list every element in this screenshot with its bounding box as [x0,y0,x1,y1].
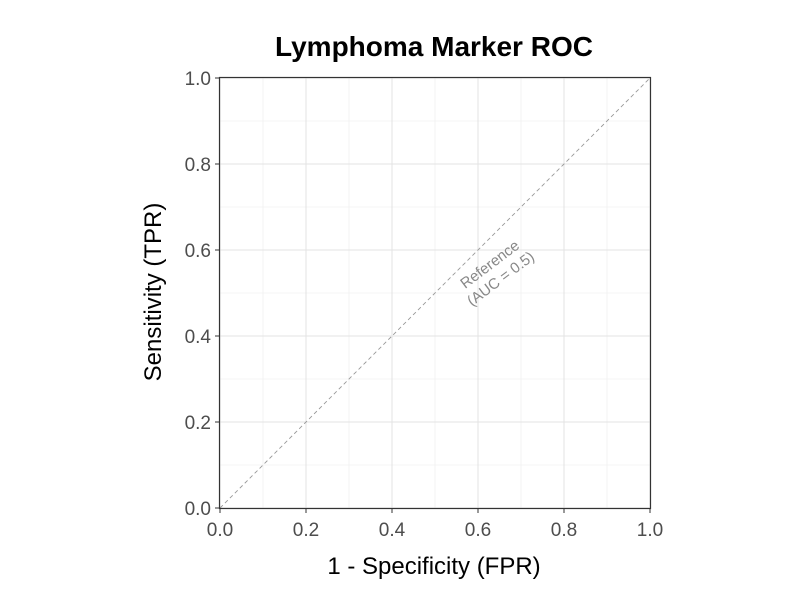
y-tick-label: 0.8 [185,155,211,176]
plot-panel-border [218,76,652,510]
reference-annotation: Reference(AUC = 0.5) [453,234,538,310]
x-tick-label: 0.4 [379,520,406,541]
y-tick-label: 0.4 [185,327,212,348]
series-layer [219,77,651,509]
minor-grid [220,78,650,508]
y-tick-label: 0.6 [185,241,211,262]
y-axis-title: Sensitivity (TPR) [140,203,167,382]
reference-diagonal-line [219,77,651,509]
annotation-layer: Reference(AUC = 0.5) [453,234,538,310]
x-tick-label: 0.6 [465,520,491,541]
x-tick-label: 1.0 [637,520,663,541]
y-tick-label: 1.0 [185,69,211,90]
x-axis-ticks: 0.0 0.2 0.4 0.6 0.8 1.0 [207,508,663,541]
x-tick-label: 0.0 [207,520,233,541]
x-axis-title: 1 - Specificity (FPR) [327,553,540,580]
chart-title: Lymphoma Marker ROC [275,31,593,62]
x-tick-label: 0.2 [293,520,319,541]
y-tick-label: 0.0 [185,499,211,520]
y-tick-label: 0.2 [185,413,211,434]
y-axis-ticks: 0.0 0.2 0.4 0.6 0.8 1.0 [185,69,220,520]
x-tick-label: 0.8 [551,520,577,541]
